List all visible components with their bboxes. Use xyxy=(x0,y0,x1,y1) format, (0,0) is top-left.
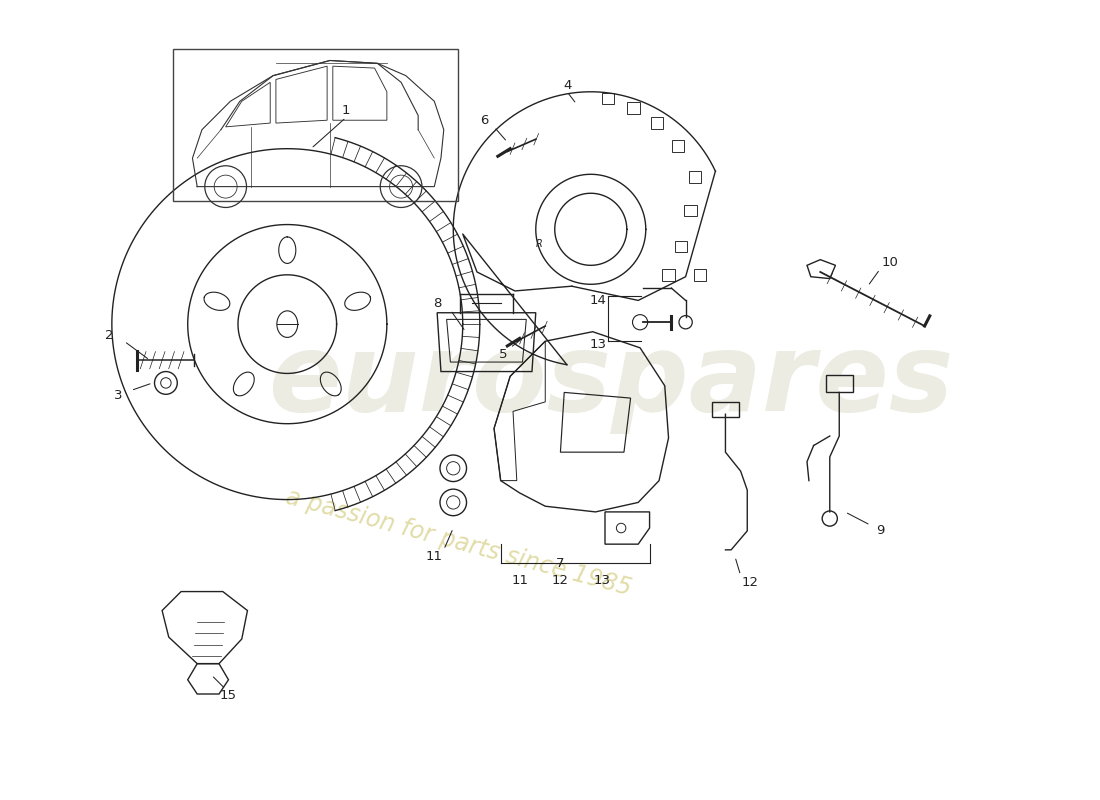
Bar xyxy=(684,205,696,216)
Text: 15: 15 xyxy=(220,690,236,702)
Text: R: R xyxy=(536,238,542,249)
Bar xyxy=(627,102,639,114)
Text: 12: 12 xyxy=(552,574,569,586)
Bar xyxy=(674,241,688,252)
Text: 4: 4 xyxy=(563,78,571,92)
Text: 5: 5 xyxy=(499,348,508,361)
Bar xyxy=(712,402,739,417)
Text: 12: 12 xyxy=(741,575,759,589)
Text: 14: 14 xyxy=(590,294,607,307)
Text: 7: 7 xyxy=(557,557,564,570)
Text: 3: 3 xyxy=(114,389,123,402)
Bar xyxy=(174,49,458,201)
Text: 13: 13 xyxy=(594,574,610,586)
Bar xyxy=(662,269,674,281)
Bar xyxy=(689,171,702,183)
Text: 1: 1 xyxy=(342,104,350,118)
Bar xyxy=(826,375,852,393)
Bar xyxy=(672,140,684,151)
Text: 10: 10 xyxy=(881,256,898,269)
Bar xyxy=(694,269,706,281)
Text: 2: 2 xyxy=(104,329,113,342)
Text: 11: 11 xyxy=(512,574,528,586)
Text: 9: 9 xyxy=(876,524,884,538)
Text: 13: 13 xyxy=(590,338,607,351)
Bar xyxy=(602,93,614,104)
Text: a passion for parts since 1985: a passion for parts since 1985 xyxy=(283,485,634,600)
Text: 6: 6 xyxy=(481,114,488,126)
Bar xyxy=(651,118,663,129)
Text: 11: 11 xyxy=(426,550,443,563)
Text: 8: 8 xyxy=(433,297,441,310)
Text: eurospares: eurospares xyxy=(268,328,954,434)
